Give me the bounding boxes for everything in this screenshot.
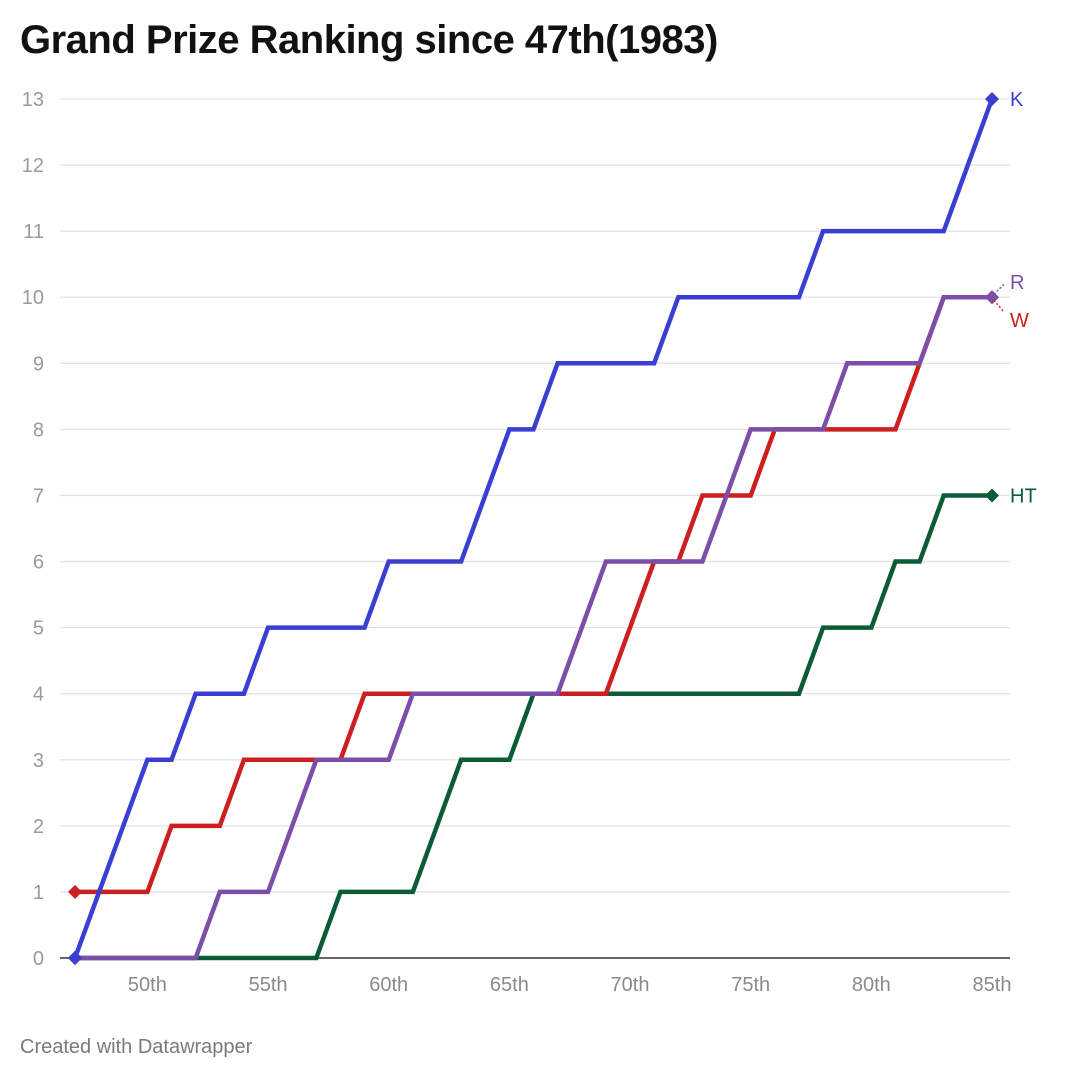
chart-title: Grand Prize Ranking since 47th(1983) [20, 18, 718, 62]
series-line-r [72, 294, 995, 961]
y-tick-label: 4 [33, 684, 44, 706]
y-tick-label: 2 [33, 816, 44, 838]
y-tick-label: 1 [33, 882, 44, 904]
y-tick-label: 9 [33, 353, 44, 375]
end-marker-k [985, 92, 999, 106]
x-tick-label: 85th [973, 974, 1012, 996]
x-tick-label: 55th [249, 974, 288, 996]
series-line-k [72, 96, 995, 961]
x-axis-ticks: 50th 55th 60th 65th 70th 75th 80th 85th [128, 974, 1012, 996]
footer-credit: Created with Datawrapper [20, 1036, 253, 1058]
x-tick-label: 70th [611, 974, 650, 996]
series-lines [68, 92, 999, 965]
y-tick-label: 12 [22, 155, 44, 177]
y-tick-label: 11 [23, 221, 44, 243]
series-label-w: W [1010, 310, 1029, 332]
y-tick-label: 10 [22, 287, 44, 309]
series-line-ht [72, 493, 995, 961]
y-tick-label: 13 [22, 89, 44, 111]
y-tick-label: 0 [33, 948, 44, 970]
series-label-ht: HT [1010, 485, 1037, 507]
leader-line-r [993, 283, 1005, 295]
start-marker-w [68, 884, 82, 899]
leader-line-w [993, 299, 1005, 313]
series-label-r: R [1010, 272, 1024, 294]
x-tick-label: 60th [369, 974, 408, 996]
x-tick-label: 50th [128, 974, 167, 996]
start-marker-k [68, 951, 82, 965]
y-tick-label: 7 [33, 485, 44, 507]
y-tick-label: 6 [33, 552, 44, 574]
y-tick-label: 8 [33, 419, 44, 441]
end-marker-r [985, 290, 999, 305]
series-label-k: K [1010, 89, 1024, 111]
x-tick-label: 65th [490, 974, 529, 996]
end-marker-ht [985, 488, 999, 503]
series-labels: HT WR K [993, 89, 1037, 507]
y-tick-label: 3 [33, 750, 44, 772]
x-tick-label: 75th [731, 974, 770, 996]
y-tick-label: 5 [33, 618, 44, 640]
series-line-w [72, 294, 995, 895]
gridlines [60, 98, 1010, 893]
x-tick-label: 80th [852, 974, 891, 996]
